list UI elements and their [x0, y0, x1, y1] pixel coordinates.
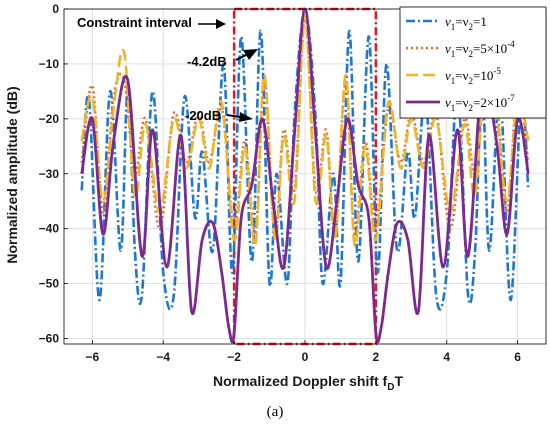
y-axis-label: Normalized amplitude (dB)	[4, 86, 20, 263]
legend-label-3: ν1=ν2=10-5	[445, 66, 501, 86]
arrowhead-4-2db	[243, 49, 258, 60]
x-tick-label: 2	[373, 350, 380, 364]
arrowhead-20db	[239, 112, 253, 122]
legend: ν1=ν2=1 ν1=ν2=5×10-4 ν1=ν2=10-5 ν1=ν2=2×10-…	[399, 6, 547, 119]
y-tick-label: −60	[39, 332, 60, 346]
legend-box	[399, 6, 547, 119]
annotations: Constraint interval -4.2dB -20dB	[77, 15, 258, 123]
legend-label-2: ν1=ν2=5×10-4	[445, 39, 515, 59]
x-tick-label: −6	[86, 350, 100, 364]
annotation-constraint-interval: Constraint interval	[77, 15, 192, 30]
y-tick-label: −30	[39, 167, 60, 181]
arrowhead-constraint-interval	[216, 19, 226, 29]
y-tick-label: −10	[39, 57, 60, 71]
arrow-4-2db	[235, 54, 247, 61]
arrow-20db	[226, 114, 241, 118]
legend-label-1: ν1=ν2=1	[445, 14, 487, 32]
annotation-20db: -20dB	[185, 108, 221, 123]
y-tick-label: 0	[52, 2, 59, 16]
legend-label-4: ν1=ν2=2×10-7	[445, 93, 515, 113]
x-tick-label: −4	[156, 350, 170, 364]
axis-ticks: −6 −4 −2 0 2 4 60−10−20−30−40−50−60	[39, 2, 522, 364]
y-tick-label: −50	[39, 277, 60, 291]
annotation-4-2db: -4.2dB	[187, 54, 227, 69]
x-axis-label: Normalized Doppler shift fDT	[213, 373, 403, 393]
x-tick-label: 6	[514, 350, 521, 364]
x-tick-label: 4	[443, 350, 450, 364]
x-tick-label: −2	[227, 350, 241, 364]
figure-caption: (a)	[266, 404, 284, 420]
chart: −6 −4 −2 0 2 4 60−10−20−30−40−50−60 Normalized…	[4, 2, 547, 393]
y-tick-label: −20	[39, 112, 60, 126]
x-tick-label: 0	[302, 350, 309, 364]
y-tick-label: −40	[39, 222, 60, 236]
